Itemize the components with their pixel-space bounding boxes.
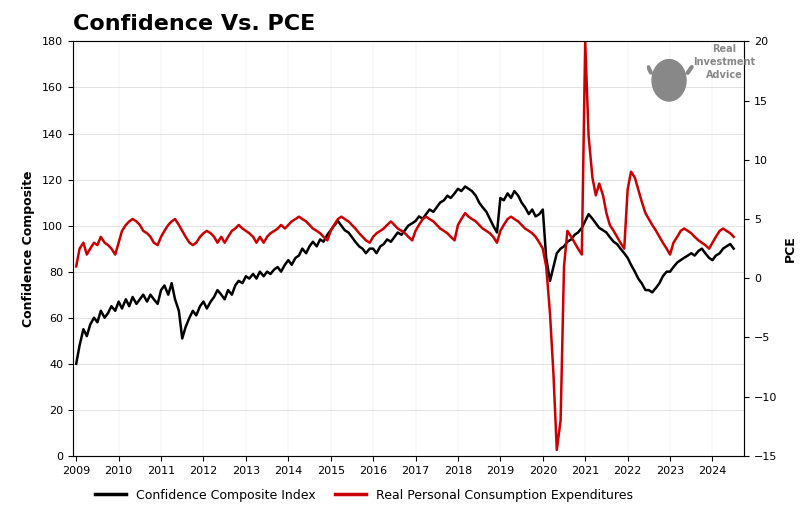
Real Personal Consumption Expenditures <box>213 240 222 246</box>
Confidence Composite Index <box>605 234 615 240</box>
Confidence Composite Index <box>389 234 399 240</box>
Y-axis label: Confidence Composite: Confidence Composite <box>22 170 35 327</box>
Line: Confidence Composite Index: Confidence Composite Index <box>76 186 734 364</box>
Real Personal Consumption Expenditures <box>71 263 81 269</box>
Y-axis label: PCE: PCE <box>784 235 798 262</box>
Confidence Composite Index <box>506 195 516 201</box>
Text: Real
Investment
Advice: Real Investment Advice <box>693 44 755 80</box>
Line: Real Personal Consumption Expenditures: Real Personal Consumption Expenditures <box>76 41 734 450</box>
Real Personal Consumption Expenditures <box>609 228 619 234</box>
Real Personal Consumption Expenditures <box>96 234 106 240</box>
Confidence Composite Index <box>460 183 470 190</box>
Real Personal Consumption Expenditures <box>389 222 399 228</box>
Text: Confidence Vs. PCE: Confidence Vs. PCE <box>73 15 315 34</box>
FancyArrowPatch shape <box>688 67 692 73</box>
Legend: Confidence Composite Index, Real Personal Consumption Expenditures: Confidence Composite Index, Real Persona… <box>90 484 638 507</box>
Confidence Composite Index <box>71 361 81 367</box>
Confidence Composite Index <box>612 241 622 247</box>
Ellipse shape <box>652 60 686 101</box>
Real Personal Consumption Expenditures <box>580 38 590 45</box>
Real Personal Consumption Expenditures <box>729 234 739 240</box>
Real Personal Consumption Expenditures <box>552 447 561 453</box>
Confidence Composite Index <box>96 308 106 314</box>
Real Personal Consumption Expenditures <box>502 216 512 222</box>
Confidence Composite Index <box>213 287 222 293</box>
Confidence Composite Index <box>729 246 739 252</box>
Real Personal Consumption Expenditures <box>616 240 625 246</box>
FancyArrowPatch shape <box>648 67 651 73</box>
